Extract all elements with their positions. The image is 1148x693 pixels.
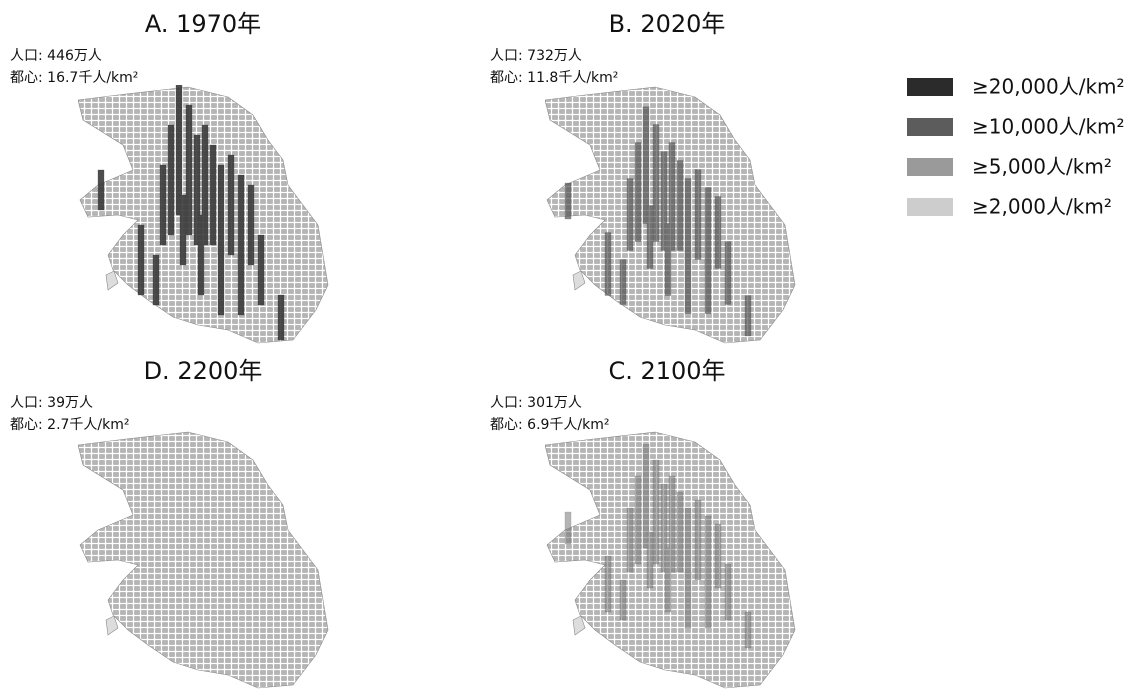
- population: 人口: 446万人: [10, 48, 102, 64]
- legend-swatch: [907, 78, 953, 96]
- legend-swatch: [907, 118, 953, 136]
- panel-title: A. 1970年: [145, 10, 261, 38]
- panel-title: D. 2200年: [144, 357, 263, 385]
- center-density: 都心: 11.8千人/km²: [490, 70, 618, 86]
- legend-label: ≥2,000人/km²: [972, 195, 1112, 219]
- legend-label: ≥20,000人/km²: [972, 75, 1125, 99]
- map-c: [545, 428, 795, 688]
- center-density: 都心: 2.7千人/km²: [10, 417, 130, 433]
- panel-title: B. 2020年: [609, 10, 726, 38]
- population: 人口: 732万人: [490, 48, 582, 64]
- legend-label: ≥5,000人/km²: [972, 155, 1112, 179]
- map-d: [78, 432, 328, 688]
- center-density: 都心: 6.9千人/km²: [490, 417, 610, 433]
- center-density: 都心: 16.7千人/km²: [10, 70, 138, 86]
- legend-swatch: [907, 198, 953, 216]
- map-b: [545, 87, 795, 343]
- panel-title: C. 2100年: [608, 357, 725, 385]
- population: 人口: 301万人: [490, 395, 582, 411]
- legend-label: ≥10,000人/km²: [972, 115, 1125, 139]
- population: 人口: 39万人: [10, 395, 93, 411]
- map-a: [78, 65, 328, 343]
- legend-swatch: [907, 158, 953, 176]
